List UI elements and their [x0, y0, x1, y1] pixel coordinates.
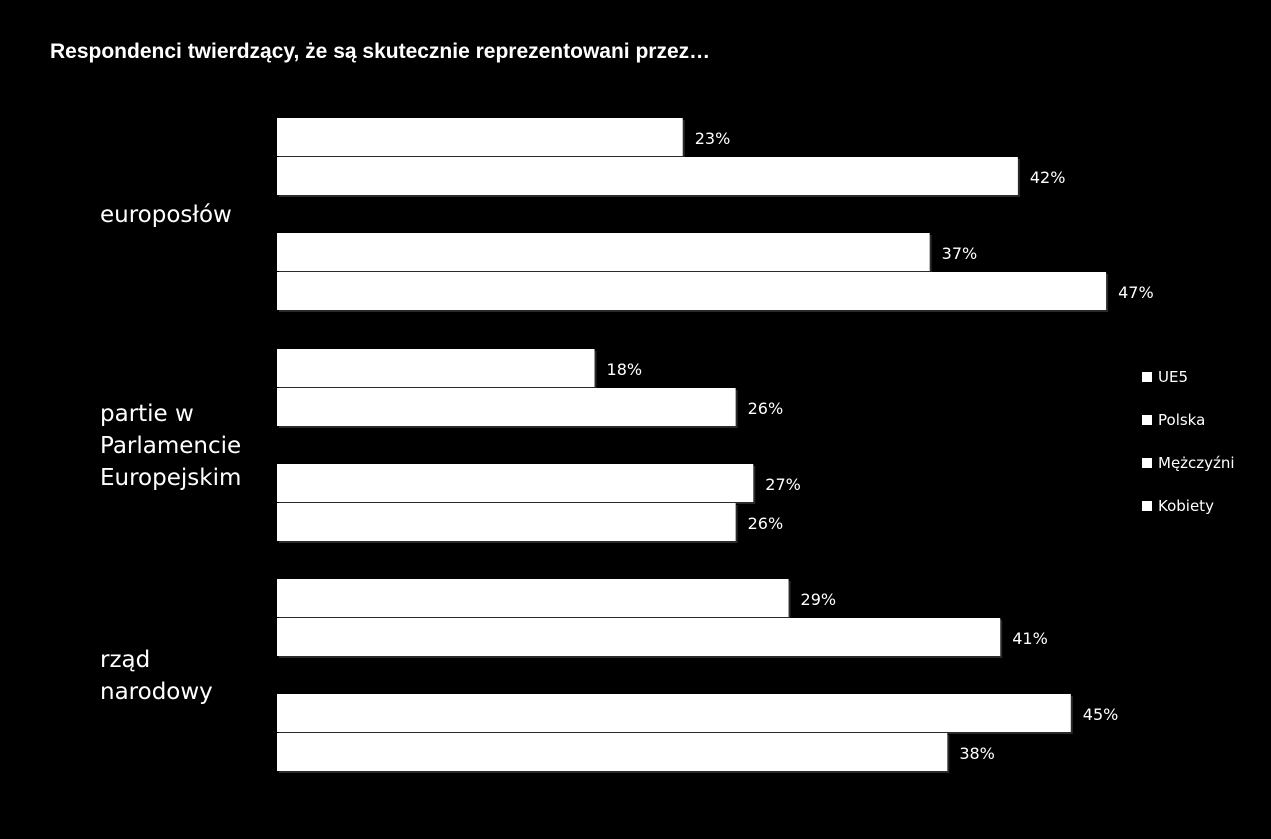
legend-swatch-kobiety [1142, 501, 1152, 511]
bar-mezczyzni-partie-w-parlamencie-europejskim [277, 464, 754, 502]
labels-layer: 23% 42% 37% 47% 18% 26% 27% 26% 29% 41% 45% 38% [607, 129, 1154, 763]
data-label-ue5-rzad-narodowy: 29% [801, 590, 837, 609]
bars-layer [277, 118, 1109, 773]
data-label-polska-rzad-narodowy: 41% [1012, 629, 1048, 648]
category-label-rzad-narodowy: rząd narodowy [100, 647, 213, 705]
data-label-kobiety-europoslow: 47% [1118, 283, 1154, 302]
category-label-line: partie w [100, 401, 194, 427]
legend-swatch-polska [1142, 415, 1152, 425]
bar-kobiety-rzad-narodowy [277, 733, 948, 771]
bar-ue5-partie-w-parlamencie-europejskim [277, 349, 595, 387]
bar-kobiety-europoslow [277, 272, 1107, 310]
data-label-mezczyzni-partie-w-parlamencie-europejskim: 27% [765, 475, 801, 494]
category-label-line: Europejskim [100, 465, 241, 491]
bar-polska-rzad-narodowy [277, 618, 1001, 656]
legend-label-kobiety: Kobiety [1158, 497, 1214, 515]
category-label-line: rząd [100, 647, 150, 673]
legend-swatch-mezczyzni [1142, 458, 1152, 468]
legend-label-polska: Polska [1158, 411, 1205, 429]
data-label-polska-partie-w-parlamencie-europejskim: 26% [748, 399, 784, 418]
category-label-partie-w-parlamencie-europejskim: partie w Parlamencie Europejskim [100, 401, 241, 491]
data-label-mezczyzni-europoslow: 37% [942, 244, 978, 263]
data-label-kobiety-rzad-narodowy: 38% [959, 744, 995, 763]
bar-ue5-europoslow [277, 118, 683, 156]
bar-polska-europoslow [277, 157, 1018, 195]
bar-mezczyzni-europoslow [277, 233, 930, 271]
data-label-polska-europoslow: 42% [1030, 168, 1066, 187]
legend-label-ue5: UE5 [1158, 368, 1188, 386]
data-label-ue5-partie-w-parlamencie-europejskim: 18% [607, 360, 643, 379]
legend-label-mezczyzni: Mężczyźni [1158, 454, 1235, 472]
data-label-ue5-europoslow: 23% [695, 129, 731, 148]
category-label-line: Parlamencie [100, 433, 241, 459]
category-labels: europosłów partie w Parlamencie Europejskim… [100, 202, 241, 705]
category-label-line: narodowy [100, 679, 213, 705]
category-label-europoslow: europosłów [100, 202, 232, 228]
legend: UE5 Polska Mężczyźni Kobiety [1142, 368, 1235, 515]
bar-polska-partie-w-parlamencie-europejskim [277, 388, 736, 426]
bar-ue5-rzad-narodowy [277, 579, 789, 617]
data-label-mezczyzni-rzad-narodowy: 45% [1083, 705, 1119, 724]
chart-title: Respondenci twierdzący, że są skutecznie… [50, 40, 711, 63]
data-label-kobiety-partie-w-parlamencie-europejskim: 26% [748, 514, 784, 533]
bar-mezczyzni-rzad-narodowy [277, 694, 1071, 732]
legend-swatch-ue5 [1142, 372, 1152, 382]
bar-kobiety-partie-w-parlamencie-europejskim [277, 503, 736, 541]
category-label-line: europosłów [100, 202, 232, 228]
